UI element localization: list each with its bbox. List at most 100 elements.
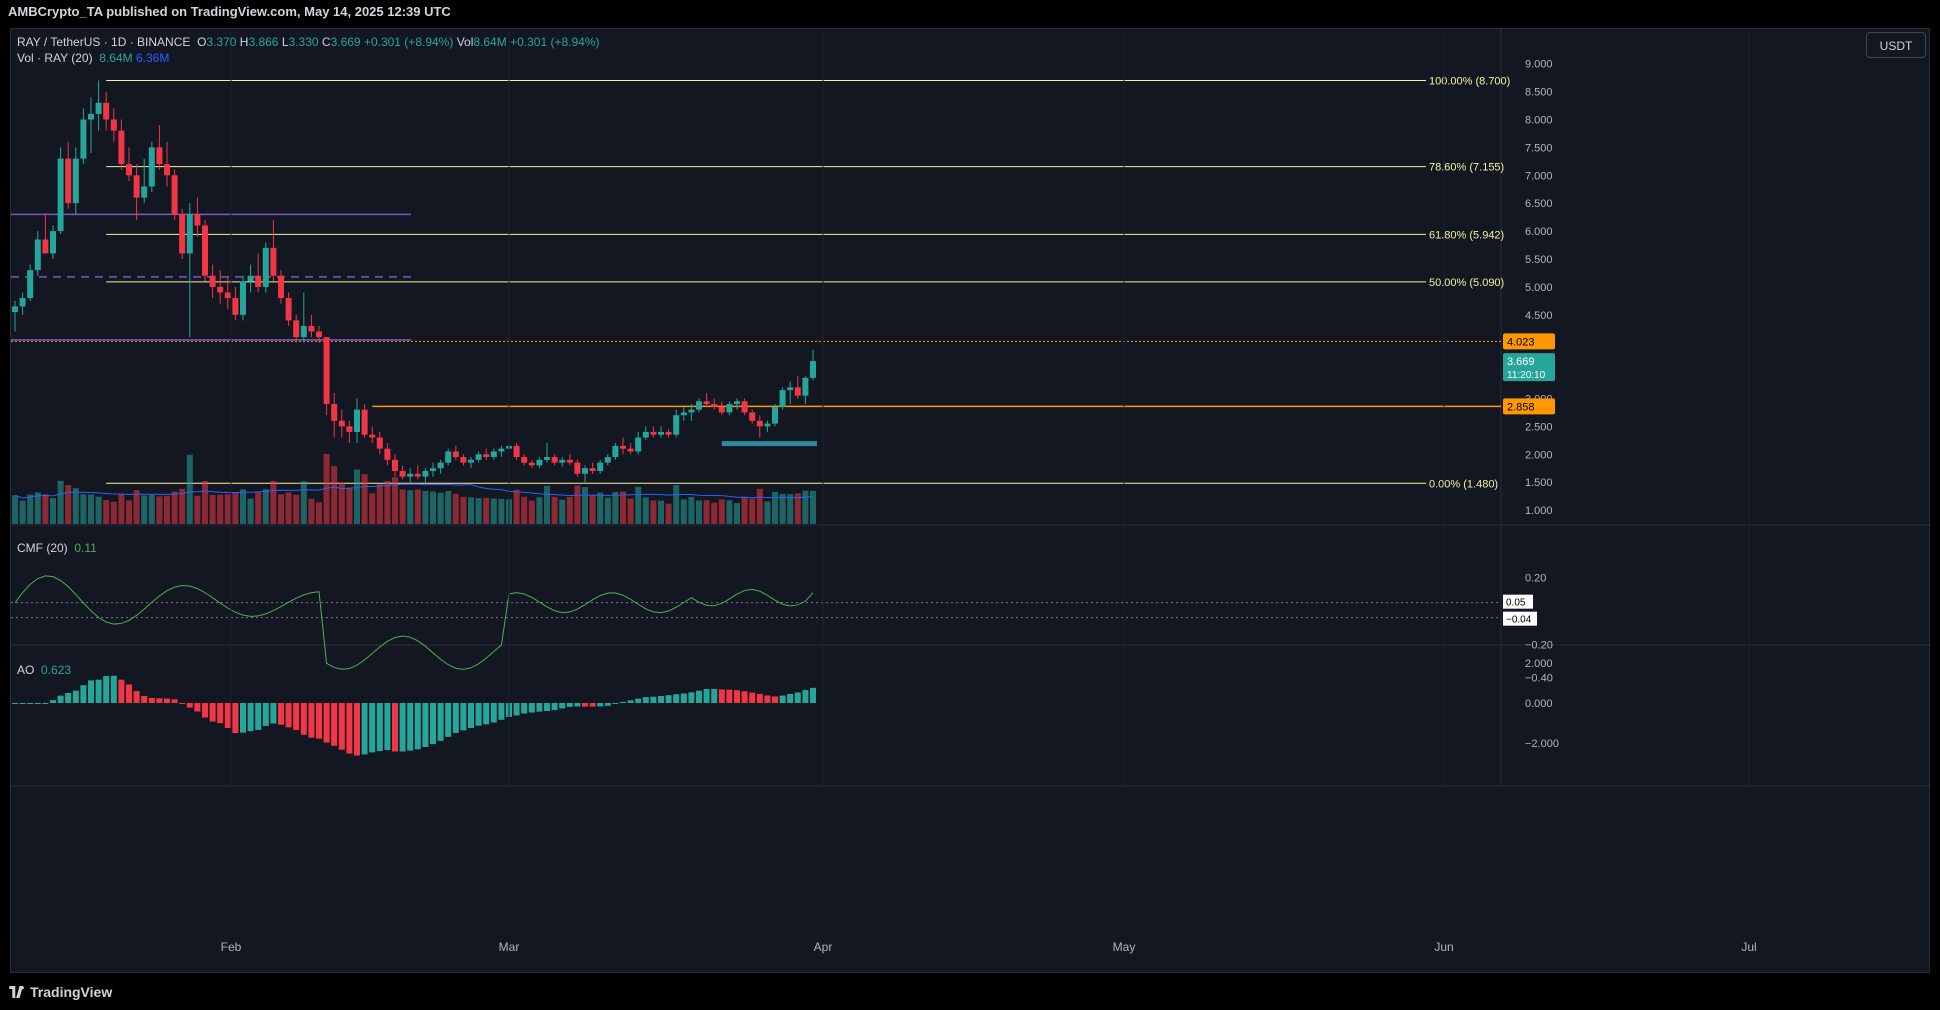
ao-bar — [680, 693, 687, 703]
candle-body — [156, 147, 163, 165]
candle-body — [536, 459, 543, 466]
candle-body — [749, 412, 756, 421]
ao-bar — [787, 694, 794, 703]
candle-body — [270, 247, 277, 276]
candle-body — [224, 292, 231, 299]
ao-bar — [392, 703, 398, 752]
candle-body — [354, 409, 360, 432]
volume-bar — [665, 503, 672, 524]
ao-bar — [34, 703, 41, 704]
volume-bar — [224, 494, 231, 524]
candle-body — [103, 102, 110, 120]
candle-body — [597, 462, 604, 471]
price-tick-label: 8.000 — [1525, 115, 1553, 127]
ao-bar — [361, 703, 368, 755]
price-tick-label: 6.000 — [1525, 226, 1553, 238]
ao-bar — [293, 703, 300, 730]
candle-body — [551, 457, 558, 463]
volume-bar — [764, 501, 771, 524]
vol-ma-value1: 8.64M — [99, 51, 133, 65]
candle-body — [65, 158, 72, 204]
ao-bar — [19, 703, 26, 704]
ao-bar — [490, 703, 497, 723]
ao-bar — [270, 703, 277, 724]
cmf-tag-bg — [1503, 594, 1533, 609]
ao-bar — [194, 703, 201, 712]
ao-bar — [209, 703, 216, 722]
volume-bar — [194, 495, 201, 524]
volume-bar — [255, 491, 262, 524]
volume-bar — [293, 494, 300, 524]
candle-body — [285, 298, 292, 321]
candle-body — [202, 225, 208, 276]
ao-bar — [27, 703, 34, 704]
volume-bar — [574, 485, 581, 524]
ao-bar — [749, 692, 756, 703]
volume-bar — [490, 498, 497, 524]
publisher-header: AMBCrypto_TA published on TradingView.co… — [8, 4, 451, 19]
candle-body — [323, 337, 330, 405]
candle-body — [194, 214, 201, 226]
volume-bar — [559, 499, 566, 524]
volume-bar — [422, 490, 429, 524]
chart-area[interactable]: 9.000 8.500 8.000 7.500 7.000 6.500 6.000 5.500… — [10, 28, 1931, 974]
volume-bar — [278, 494, 284, 524]
candle-body — [300, 325, 307, 338]
currency-button[interactable]: USDT — [1866, 32, 1926, 58]
ao-bar — [475, 703, 482, 726]
volume-bar — [513, 489, 520, 524]
brand-name: TradingView — [30, 984, 113, 1000]
tradingview-brand: TradingView — [8, 984, 112, 1000]
ao-bar — [369, 703, 376, 753]
candle-body — [262, 247, 269, 287]
volume-bar — [673, 484, 680, 524]
candle-body — [566, 459, 573, 463]
ao-bar — [642, 697, 649, 703]
volume-bar — [50, 498, 56, 524]
volume-bar — [604, 497, 611, 524]
candle-body — [544, 457, 550, 460]
volume-bar — [483, 497, 490, 524]
candle-body — [95, 102, 102, 114]
ao-bar — [232, 703, 239, 734]
candle-body — [392, 459, 398, 471]
candle-body — [110, 119, 117, 131]
ao-bar — [620, 701, 626, 703]
volume-bar — [430, 491, 436, 524]
ao-bar — [589, 703, 596, 707]
ao-bar — [551, 703, 558, 711]
ao-bar — [498, 703, 505, 720]
ao-bar — [718, 689, 725, 703]
ao-bar — [779, 695, 786, 703]
ao-bar — [12, 703, 18, 704]
fib-level-label: 50.00% (5.090) — [1429, 277, 1504, 289]
candle-body — [186, 214, 193, 254]
ao-bar — [627, 700, 634, 703]
ao-bar — [711, 688, 718, 703]
candle-body — [582, 468, 588, 474]
volume-bar — [696, 500, 702, 524]
candle-body — [42, 239, 49, 254]
volume-bar — [361, 474, 368, 524]
candle-body — [217, 286, 224, 293]
volume-bar — [582, 487, 588, 524]
price-tag-4023: 4.023 — [1507, 336, 1535, 348]
candle-body — [346, 426, 353, 432]
volume-bar — [703, 500, 710, 524]
volume-bar — [247, 498, 254, 524]
volume-bar — [521, 496, 528, 524]
volume-bar — [262, 489, 269, 524]
candle-body — [72, 158, 79, 204]
volume-bar — [186, 454, 193, 524]
chart-svg[interactable]: 9.000 8.500 8.000 7.500 7.000 6.500 6.000 5.500… — [11, 29, 1931, 974]
volume-bar — [650, 500, 657, 524]
volume-bar — [680, 499, 687, 524]
ao-bar — [688, 692, 695, 703]
candle-body — [460, 457, 467, 463]
candle-body — [787, 387, 794, 391]
price-tick-label: 1.500 — [1525, 477, 1553, 489]
volume-bar — [179, 488, 186, 524]
support-zone — [721, 441, 817, 447]
fib-level-label: 61.80% (5.942) — [1429, 229, 1504, 241]
ao-bar — [422, 703, 429, 747]
